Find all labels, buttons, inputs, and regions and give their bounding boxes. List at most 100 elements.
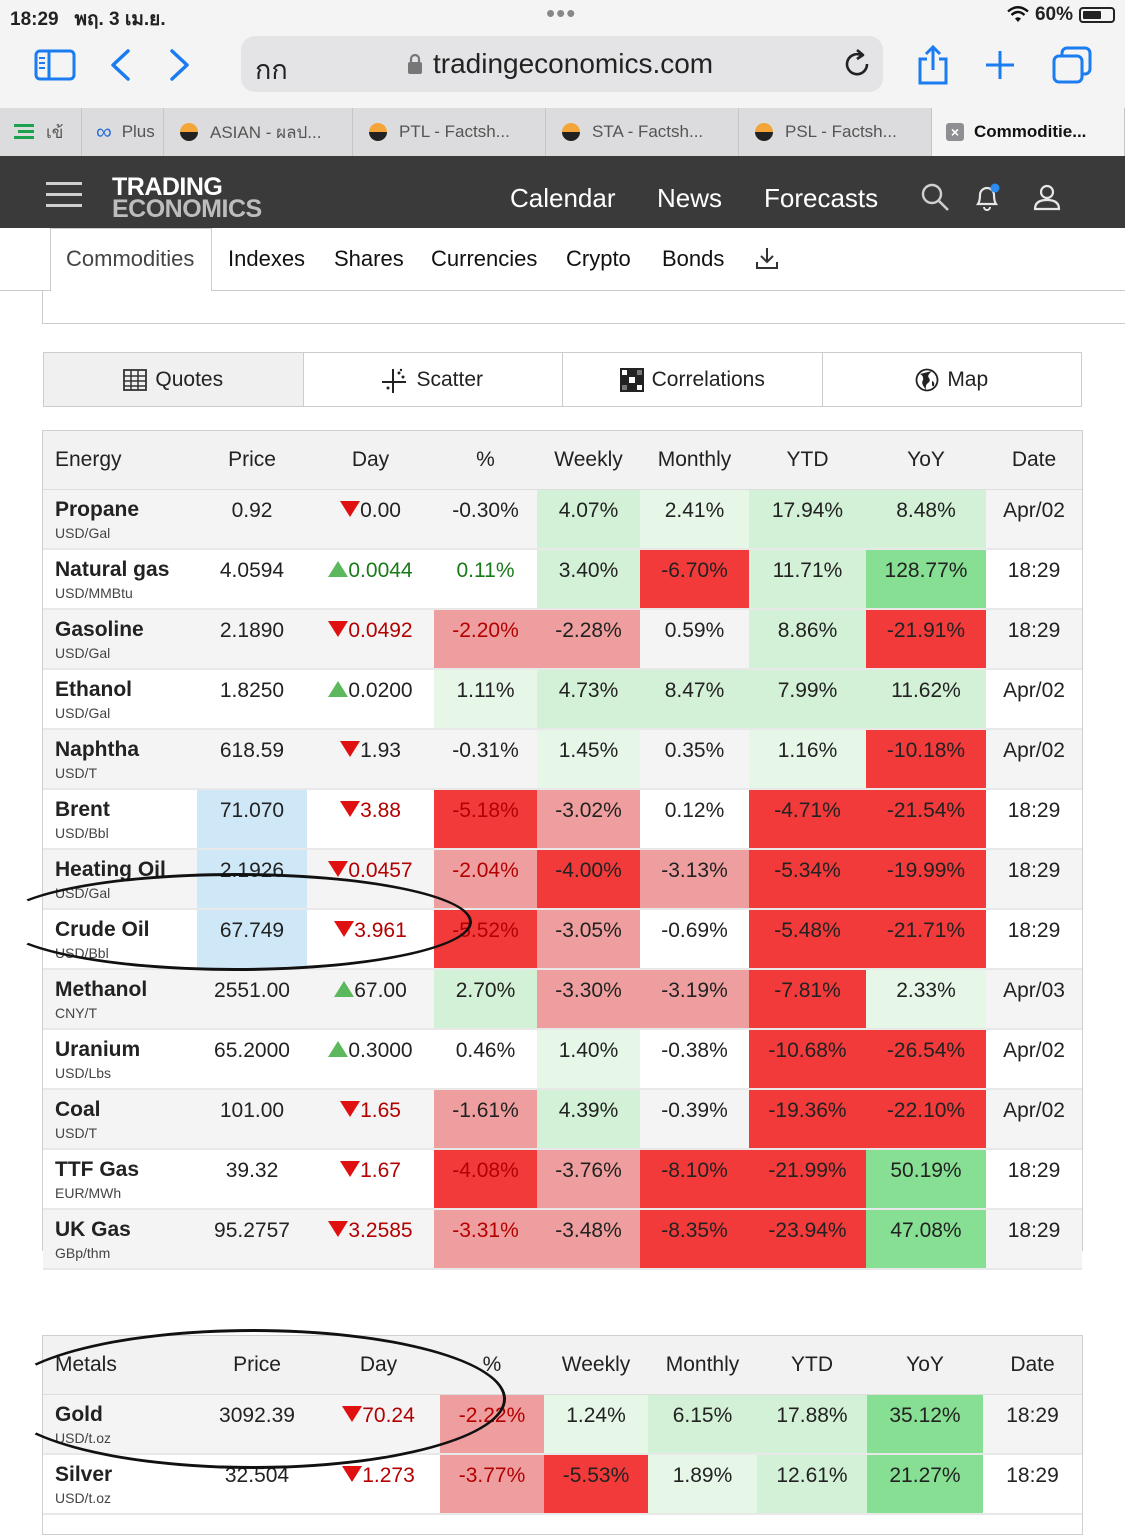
reader-options-button[interactable]: กก xyxy=(255,55,288,85)
user-icon[interactable] xyxy=(1032,182,1062,212)
metals-col-header[interactable]: % xyxy=(440,1336,544,1395)
nav-forecasts[interactable]: Forecasts xyxy=(764,183,879,213)
subnav-crypto[interactable]: Crypto xyxy=(566,246,631,271)
subnav-bonds[interactable]: Bonds xyxy=(662,246,725,271)
energy-col-header[interactable]: YTD xyxy=(749,431,866,490)
menu-icon[interactable] xyxy=(46,182,82,207)
commodity-name-cell[interactable]: Naphtha USD/T xyxy=(43,729,197,790)
table-row[interactable]: Naphtha USD/T 618.59 1.93 -0.31% 1.45% 0.35% 1.… xyxy=(43,729,1082,790)
commodity-name-cell[interactable]: Ethanol USD/Gal xyxy=(43,669,197,730)
map-button[interactable]: Map xyxy=(823,353,1082,406)
address-bar[interactable]: กก tradingeconomics.com xyxy=(241,36,883,92)
download-icon[interactable] xyxy=(755,246,779,270)
energy-col-header[interactable]: Monthly xyxy=(640,431,749,490)
metals-col-header[interactable]: Metals xyxy=(43,1336,197,1395)
sidebar-icon[interactable] xyxy=(30,42,80,88)
table-row[interactable]: Methanol CNY/T 2551.00 67.00 2.70% -3.30% -3.1… xyxy=(43,969,1082,1030)
commodity-name-cell[interactable]: Gold USD/t.oz xyxy=(43,1394,197,1455)
table-row[interactable]: Natural gas USD/MMBtu 4.0594 0.0044 0.11% 3.4… xyxy=(43,549,1082,610)
commodity-name[interactable]: Natural gas xyxy=(55,558,170,581)
energy-col-header[interactable]: % xyxy=(434,431,537,490)
close-tab-icon[interactable]: × xyxy=(946,123,964,141)
commodity-name[interactable]: Silver xyxy=(55,1463,113,1486)
table-row[interactable]: Crude Oil USD/Bbl 67.749 3.961 -5.52% -3.05% -… xyxy=(43,909,1082,970)
commodity-name[interactable]: Brent xyxy=(55,798,110,821)
table-row[interactable]: Gasoline USD/Gal 2.1890 0.0492 -2.20% -2.28% 0… xyxy=(43,609,1082,670)
energy-col-header[interactable]: Day xyxy=(307,431,434,490)
url-display[interactable]: tradingeconomics.com xyxy=(407,48,713,80)
metals-col-header[interactable]: Day xyxy=(317,1336,440,1395)
site-logo[interactable]: TRADING ECONOMICS xyxy=(112,173,262,223)
forward-icon[interactable] xyxy=(155,42,205,88)
commodity-name-cell[interactable]: Coal USD/T xyxy=(43,1089,197,1150)
table-row[interactable]: Ethanol USD/Gal 1.8250 0.0200 1.11% 4.73% 8.47… xyxy=(43,669,1082,730)
table-row[interactable]: Silver USD/t.oz 32.504 1.273 -3.77% -5.53% 1.8… xyxy=(43,1454,1082,1515)
commodity-name[interactable]: Coal xyxy=(55,1098,101,1121)
nav-calendar[interactable]: Calendar xyxy=(510,183,616,213)
subnav-commodities[interactable]: Commodities xyxy=(66,246,195,271)
commodity-name[interactable]: TTF Gas xyxy=(55,1158,140,1181)
commodity-name-cell[interactable]: Silver USD/t.oz xyxy=(43,1454,197,1515)
metals-col-header[interactable]: Price xyxy=(197,1336,317,1395)
reload-icon[interactable] xyxy=(841,48,873,80)
multitask-dots[interactable]: ••• xyxy=(546,0,577,28)
browser-tab-3[interactable]: ASIAN - ผลป... xyxy=(164,108,353,156)
commodity-name[interactable]: Propane xyxy=(55,498,140,521)
correlations-button[interactable]: Correlations xyxy=(563,353,823,406)
commodity-name-cell[interactable]: Crude Oil USD/Bbl xyxy=(43,909,197,970)
scatter-button[interactable]: Scatter xyxy=(304,353,563,406)
subnav-indexes[interactable]: Indexes xyxy=(228,246,306,271)
energy-col-header[interactable]: YoY xyxy=(866,431,986,490)
back-icon[interactable] xyxy=(95,42,145,88)
browser-tab-4[interactable]: PTL - Factsh... xyxy=(353,108,546,156)
bell-icon[interactable] xyxy=(972,182,1002,212)
commodity-name-cell[interactable]: Brent USD/Bbl xyxy=(43,789,197,850)
commodity-name[interactable]: Uranium xyxy=(55,1038,141,1061)
commodity-name-cell[interactable]: Propane USD/Gal xyxy=(43,489,197,550)
new-tab-icon[interactable] xyxy=(975,42,1025,88)
commodity-name-cell[interactable]: Methanol CNY/T xyxy=(43,969,197,1030)
commodity-name-cell[interactable]: Uranium USD/Lbs xyxy=(43,1029,197,1090)
commodity-name[interactable]: Ethanol xyxy=(55,678,132,701)
table-row[interactable]: Brent USD/Bbl 71.070 3.88 -5.18% -3.02% 0.12% -… xyxy=(43,789,1082,850)
table-row[interactable]: Propane USD/Gal 0.92 0.00 -0.30% 4.07% 2.41% 17… xyxy=(43,489,1082,550)
commodity-name[interactable]: Gasoline xyxy=(55,618,144,641)
search-icon[interactable] xyxy=(920,182,950,212)
table-row[interactable]: Heating Oil USD/Gal 2.1926 0.0457 -2.04% -4.0… xyxy=(43,849,1082,910)
browser-tab-active[interactable]: × Commoditie... xyxy=(932,108,1125,156)
table-row[interactable]: Uranium USD/Lbs 65.2000 0.3000 0.46% 1.40% -0.… xyxy=(43,1029,1082,1090)
table-row[interactable]: UK Gas GBp/thm 95.2757 3.2585 -3.31% -3.48% -8… xyxy=(43,1209,1082,1270)
energy-col-header[interactable]: Weekly xyxy=(537,431,640,490)
metals-col-header[interactable]: Monthly xyxy=(648,1336,757,1395)
table-row[interactable]: Gold USD/t.oz 3092.39 70.24 -2.22% 1.24% 6.15%… xyxy=(43,1394,1082,1455)
commodity-name[interactable]: Heating Oil xyxy=(55,858,166,881)
commodity-name[interactable]: Crude Oil xyxy=(55,918,150,941)
quotes-button[interactable]: Quotes xyxy=(44,353,304,406)
share-icon[interactable] xyxy=(908,42,958,88)
commodity-name[interactable]: Methanol xyxy=(55,978,148,1001)
subnav-shares[interactable]: Shares xyxy=(334,246,404,271)
metals-col-header[interactable]: YoY xyxy=(867,1336,983,1395)
energy-col-header[interactable]: Energy xyxy=(43,431,197,490)
nav-news[interactable]: News xyxy=(657,183,723,213)
commodity-name-cell[interactable]: Gasoline USD/Gal xyxy=(43,609,197,670)
commodity-name-cell[interactable]: TTF Gas EUR/MWh xyxy=(43,1149,197,1210)
browser-tab-6[interactable]: PSL - Factsh... xyxy=(739,108,932,156)
subnav-currencies[interactable]: Currencies xyxy=(431,246,538,271)
commodity-name[interactable]: UK Gas xyxy=(55,1218,131,1241)
metals-col-header[interactable]: Date xyxy=(983,1336,1082,1395)
commodity-name[interactable]: Naphtha xyxy=(55,738,139,761)
browser-tab-2[interactable]: ∞ Plus xyxy=(82,108,164,156)
table-row[interactable]: Coal USD/T 101.00 1.65 -1.61% 4.39% -0.39% -19.… xyxy=(43,1089,1082,1150)
energy-col-header[interactable]: Price xyxy=(197,431,307,490)
browser-tab-5[interactable]: STA - Factsh... xyxy=(546,108,739,156)
tabs-overview-icon[interactable] xyxy=(1047,42,1097,88)
commodity-name-cell[interactable]: UK Gas GBp/thm xyxy=(43,1209,197,1270)
commodity-name-cell[interactable]: Natural gas USD/MMBtu xyxy=(43,549,197,610)
browser-tab-1[interactable]: เข้ xyxy=(0,108,82,156)
table-row[interactable]: TTF Gas EUR/MWh 39.32 1.67 -4.08% -3.76% -8.10… xyxy=(43,1149,1082,1210)
commodity-name[interactable]: Gold xyxy=(55,1403,103,1426)
metals-col-header[interactable]: YTD xyxy=(757,1336,867,1395)
commodity-name-cell[interactable]: Heating Oil USD/Gal xyxy=(43,849,197,910)
energy-col-header[interactable]: Date xyxy=(986,431,1082,490)
